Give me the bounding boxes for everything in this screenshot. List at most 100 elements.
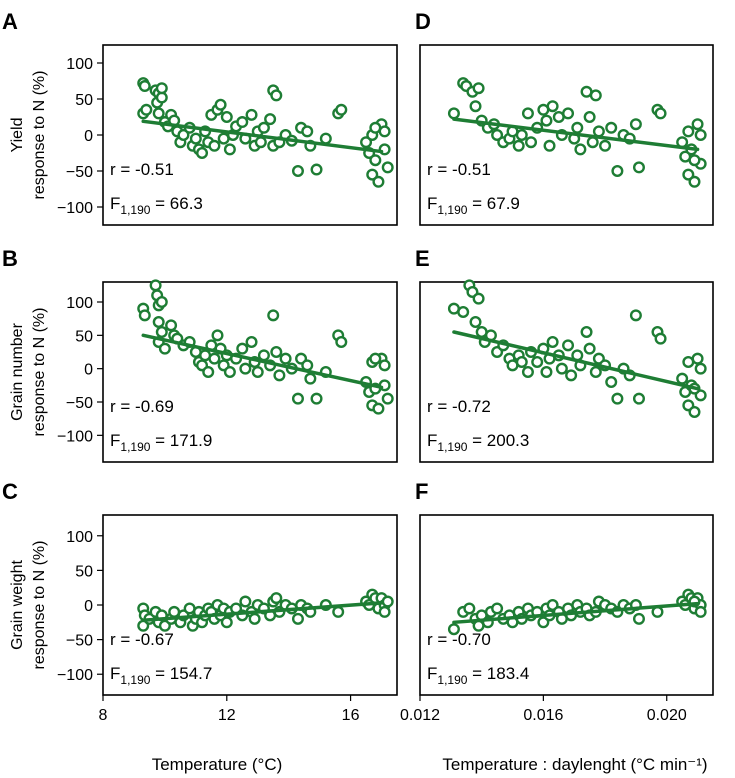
data-point-a bbox=[196, 146, 209, 159]
data-point-e bbox=[694, 362, 707, 375]
data-point-a bbox=[257, 121, 270, 134]
stat-f-c: F1,190 = 154.7 bbox=[110, 664, 212, 687]
data-point-e bbox=[469, 316, 482, 329]
stat-r-b: r = -0.69 bbox=[110, 397, 174, 416]
data-point-f bbox=[447, 623, 460, 636]
data-point-b bbox=[369, 352, 382, 365]
data-point-b bbox=[270, 346, 283, 359]
data-point-a bbox=[189, 132, 202, 145]
data-point-d bbox=[694, 128, 707, 141]
data-point-e bbox=[589, 366, 602, 379]
data-point-a bbox=[360, 136, 373, 149]
data-point-a bbox=[138, 80, 151, 93]
panel-c: C −100 −50 0 50 100 Grain weight response to N … bbox=[2, 479, 398, 724]
panel-b: B −100 −50 0 50 100 Grain number response to N … bbox=[2, 246, 398, 463]
data-point-b bbox=[245, 336, 258, 349]
data-point-b bbox=[267, 309, 280, 322]
stat-r-d: r = -0.51 bbox=[427, 160, 491, 179]
data-point-e bbox=[605, 376, 618, 389]
panel-label-a: A bbox=[2, 9, 18, 34]
data-point-a bbox=[223, 143, 236, 156]
data-point-c bbox=[239, 595, 252, 608]
data-point-b bbox=[310, 392, 323, 405]
stat-r-f: r = -0.70 bbox=[427, 630, 491, 649]
panel-d: Dr = -0.51 F1,190 = 67.9 bbox=[415, 9, 714, 226]
y-tick-label-c: −100 bbox=[57, 667, 93, 684]
x-tick-label-c: 8 bbox=[99, 707, 108, 724]
stat-f-b: F1,190 = 171.9 bbox=[110, 431, 212, 454]
data-point-a bbox=[140, 103, 153, 116]
data-point-b bbox=[138, 309, 151, 322]
data-point-d bbox=[447, 107, 460, 120]
stat-f-d: F1,190 = 67.9 bbox=[427, 194, 520, 217]
data-point-a bbox=[372, 175, 385, 188]
data-point-e bbox=[565, 369, 578, 382]
data-point-f bbox=[463, 602, 476, 615]
stat-r-e: r = -0.72 bbox=[427, 397, 491, 416]
plot-area-b bbox=[102, 281, 398, 463]
data-point-d bbox=[540, 114, 553, 127]
y-axis-title-c: response to N (%) bbox=[31, 541, 48, 670]
data-point-a bbox=[291, 164, 304, 177]
data-point-d bbox=[571, 121, 584, 134]
data-point-e bbox=[583, 342, 596, 355]
data-point-e bbox=[521, 366, 534, 379]
data-point-c bbox=[381, 595, 394, 608]
data-point-c bbox=[332, 605, 345, 618]
stat-r-a: r = -0.51 bbox=[110, 160, 174, 179]
panel-label-c: C bbox=[2, 479, 18, 504]
data-point-d bbox=[605, 121, 618, 134]
data-point-f bbox=[491, 602, 504, 615]
data-point-b bbox=[251, 366, 264, 379]
data-point-b bbox=[372, 402, 385, 415]
panel-label-d: D bbox=[415, 9, 431, 34]
fit-line-d bbox=[452, 117, 700, 152]
x-tick-label-c: 16 bbox=[342, 707, 360, 724]
x-tick-label-f: 0.016 bbox=[523, 707, 563, 724]
data-point-a bbox=[264, 113, 277, 126]
panel-label-e: E bbox=[415, 246, 430, 271]
x-tick-label-c: 12 bbox=[218, 707, 236, 724]
data-point-b bbox=[291, 392, 304, 405]
data-point-c bbox=[248, 612, 261, 625]
y-axis-title-c: Grain weight bbox=[9, 560, 26, 650]
data-point-a bbox=[208, 139, 221, 152]
data-point-d bbox=[546, 100, 559, 113]
data-point-a bbox=[177, 128, 190, 141]
data-point-e bbox=[540, 366, 553, 379]
stat-f-e: F1,190 = 200.3 bbox=[427, 431, 529, 454]
data-point-d bbox=[574, 143, 587, 156]
data-point-e bbox=[691, 352, 704, 365]
data-point-c bbox=[220, 616, 233, 629]
data-point-b bbox=[239, 362, 252, 375]
data-point-d bbox=[543, 139, 556, 152]
data-point-f bbox=[694, 605, 707, 618]
y-tick-label-b: 0 bbox=[84, 362, 93, 379]
panel-a: A −100 −50 0 50 100 Yield response to N (%) r = … bbox=[2, 9, 398, 226]
data-point-a bbox=[301, 125, 314, 138]
data-point-e bbox=[555, 362, 568, 375]
data-point-d bbox=[688, 175, 701, 188]
data-point-e bbox=[546, 336, 559, 349]
panel-f: F 0.012 0.016 0.020 r = -0.70 F1,190 = 183.4 bbox=[400, 479, 714, 724]
data-point-a bbox=[155, 82, 168, 95]
data-point-d bbox=[611, 164, 624, 177]
x-axis-title-right: Temperature : daylenght (°C min⁻¹) bbox=[442, 755, 707, 774]
data-point-a bbox=[236, 116, 249, 129]
data-point-b bbox=[155, 296, 168, 309]
data-point-d bbox=[491, 128, 504, 141]
data-point-d bbox=[691, 118, 704, 131]
y-tick-label-b: −100 bbox=[57, 428, 93, 445]
data-point-e bbox=[632, 392, 645, 405]
data-point-d bbox=[589, 89, 602, 102]
data-point-e bbox=[611, 392, 624, 405]
data-point-e bbox=[531, 356, 544, 369]
data-point-c bbox=[378, 605, 391, 618]
data-point-b bbox=[165, 319, 178, 332]
data-point-a bbox=[152, 107, 165, 120]
data-point-e bbox=[580, 326, 593, 339]
data-point-b bbox=[304, 372, 317, 385]
data-point-d bbox=[586, 136, 599, 149]
data-point-f bbox=[632, 612, 645, 625]
